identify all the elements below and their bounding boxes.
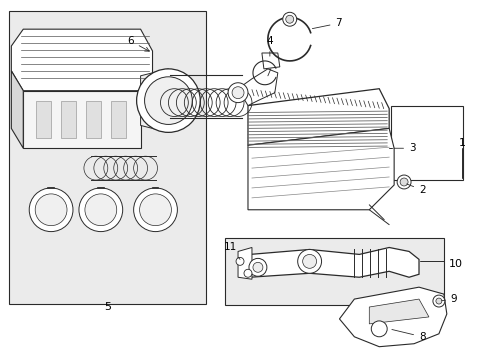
Polygon shape	[262, 53, 279, 69]
Circle shape	[35, 194, 67, 226]
Circle shape	[396, 175, 410, 189]
Circle shape	[435, 298, 441, 304]
Polygon shape	[368, 299, 428, 324]
Polygon shape	[23, 91, 141, 148]
Circle shape	[144, 77, 192, 125]
Circle shape	[232, 87, 244, 99]
Polygon shape	[141, 69, 168, 132]
Polygon shape	[11, 71, 23, 148]
Circle shape	[79, 188, 122, 231]
Text: 8: 8	[391, 329, 425, 342]
Circle shape	[85, 194, 117, 226]
Circle shape	[133, 188, 177, 231]
Polygon shape	[61, 100, 76, 138]
Text: 1: 1	[458, 138, 465, 148]
Circle shape	[370, 321, 386, 337]
Polygon shape	[339, 287, 446, 347]
Text: 3: 3	[393, 143, 415, 153]
Circle shape	[236, 257, 244, 265]
Text: 10: 10	[448, 259, 462, 269]
Circle shape	[139, 194, 171, 226]
Circle shape	[29, 188, 73, 231]
Circle shape	[227, 83, 247, 103]
Circle shape	[252, 262, 263, 272]
Bar	[9, 11, 206, 304]
Polygon shape	[247, 129, 393, 210]
Text: 6: 6	[127, 36, 149, 51]
Text: 7: 7	[312, 18, 342, 28]
Text: 5: 5	[104, 302, 111, 312]
Circle shape	[244, 269, 251, 277]
Polygon shape	[238, 247, 251, 279]
Polygon shape	[247, 89, 388, 145]
Circle shape	[302, 255, 316, 268]
Circle shape	[432, 295, 444, 307]
Polygon shape	[111, 100, 125, 138]
Polygon shape	[86, 100, 101, 138]
Circle shape	[399, 178, 407, 186]
Circle shape	[285, 15, 293, 23]
Polygon shape	[11, 29, 152, 91]
Circle shape	[248, 258, 266, 276]
Circle shape	[282, 12, 296, 26]
Text: 11: 11	[223, 243, 240, 260]
Text: 2: 2	[406, 184, 425, 195]
Bar	[390, 105, 462, 180]
Circle shape	[297, 249, 321, 273]
Bar	[224, 238, 443, 305]
Text: 4: 4	[266, 36, 273, 56]
Polygon shape	[36, 100, 51, 138]
Circle shape	[136, 69, 200, 132]
Polygon shape	[238, 69, 277, 105]
Text: 9: 9	[441, 294, 456, 304]
Polygon shape	[249, 247, 418, 277]
